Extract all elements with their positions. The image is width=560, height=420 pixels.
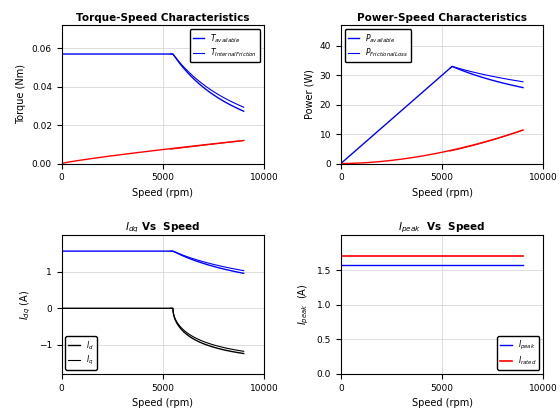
- Y-axis label: Power (W): Power (W): [304, 69, 314, 119]
- Y-axis label: $I_{dq}$ (A): $I_{dq}$ (A): [18, 289, 33, 320]
- Y-axis label: Torque (Nm): Torque (Nm): [16, 64, 26, 124]
- Title: $I_{peak}$  Vs  Speed: $I_{peak}$ Vs Speed: [398, 221, 486, 236]
- Y-axis label: $I_{peak}$  (A): $I_{peak}$ (A): [297, 284, 311, 326]
- Legend: $I_{peak}$, $I_{rated}$: $I_{peak}$, $I_{rated}$: [497, 336, 539, 370]
- X-axis label: Speed (rpm): Speed (rpm): [132, 398, 193, 408]
- Title: Power-Speed Characteristics: Power-Speed Characteristics: [357, 13, 527, 23]
- X-axis label: Speed (rpm): Speed (rpm): [412, 188, 473, 198]
- Legend: $T_{available}$, $T_{InternalFriction}$: $T_{available}$, $T_{InternalFriction}$: [190, 29, 260, 63]
- Legend: $I_d$, $I_q$: $I_d$, $I_q$: [66, 336, 97, 370]
- Title: Torque-Speed Characteristics: Torque-Speed Characteristics: [76, 13, 250, 23]
- X-axis label: Speed (rpm): Speed (rpm): [412, 398, 473, 408]
- X-axis label: Speed (rpm): Speed (rpm): [132, 188, 193, 198]
- Legend: $P_{available}$, $P_{FrictionalLoss}$: $P_{available}$, $P_{FrictionalLoss}$: [344, 29, 411, 63]
- Title: $I_{dq}$ Vs  Speed: $I_{dq}$ Vs Speed: [125, 221, 200, 236]
